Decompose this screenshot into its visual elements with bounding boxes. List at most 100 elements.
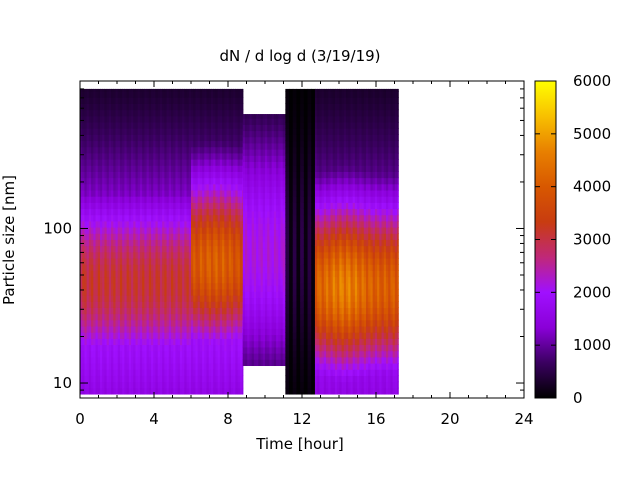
heatmap-cell — [224, 183, 228, 191]
heatmap-cell — [317, 319, 320, 327]
heatmap-cell — [233, 264, 236, 271]
heatmap-cell — [269, 173, 273, 181]
heatmap-cell — [80, 251, 83, 259]
heatmap-cell — [265, 155, 268, 163]
heatmap-cell — [197, 325, 201, 333]
heatmap-cell — [193, 220, 197, 228]
heatmap-cell — [106, 270, 110, 278]
heatmap-cell — [213, 140, 217, 148]
heatmap-cell — [119, 171, 123, 179]
heatmap-cell — [82, 189, 86, 197]
heatmap-cell — [95, 295, 99, 302]
heatmap-cell — [292, 276, 298, 284]
heatmap-cell — [144, 381, 148, 389]
heatmap-cell — [113, 338, 117, 346]
heatmap-cell — [242, 301, 244, 308]
heatmap-cell — [311, 177, 316, 185]
heatmap-cell — [237, 115, 241, 123]
heatmap-cell — [182, 196, 185, 203]
heatmap-cell — [182, 97, 185, 104]
heatmap-cell — [122, 270, 125, 278]
heatmap-cell — [135, 245, 139, 253]
heatmap-cell — [193, 282, 197, 290]
heatmap-cell — [108, 177, 112, 185]
heatmap-cell — [296, 214, 301, 222]
heatmap-cell — [239, 208, 243, 216]
heatmap-cell — [80, 344, 83, 352]
heatmap-cell — [230, 369, 234, 376]
heatmap-cell — [311, 214, 316, 222]
heatmap-cell — [117, 295, 121, 302]
heatmap-cell — [204, 375, 208, 383]
heatmap-cell — [80, 233, 83, 240]
heatmap-cell — [292, 134, 298, 142]
heatmap-cell — [285, 183, 290, 191]
heatmap-cell — [219, 121, 223, 129]
heatmap-cell — [175, 282, 179, 290]
heatmap-cell — [91, 165, 94, 172]
heatmap-cell — [177, 227, 181, 234]
heatmap-cell — [171, 307, 174, 315]
heatmap-cell — [124, 208, 128, 216]
heatmap-cell — [230, 140, 234, 148]
heatmap-cell — [184, 288, 188, 296]
heatmap-cell — [148, 140, 152, 148]
heatmap-cell — [230, 239, 234, 247]
heatmap-cell — [175, 134, 179, 142]
heatmap-cell — [219, 325, 223, 333]
heatmap-cell — [82, 171, 86, 179]
heatmap-cell — [239, 140, 243, 148]
heatmap-cell — [182, 239, 185, 247]
heatmap-cell — [245, 315, 248, 323]
heatmap-cell — [230, 375, 234, 383]
heatmap-cell — [292, 227, 298, 234]
heatmap-cell — [265, 229, 268, 237]
heatmap-cell — [108, 159, 112, 166]
heatmap-cell — [191, 350, 194, 358]
heatmap-cell — [133, 319, 137, 327]
heatmap-cell — [235, 97, 239, 104]
heatmap-cell — [303, 189, 309, 197]
heatmap-cell — [173, 214, 177, 222]
heatmap-cell — [239, 146, 243, 154]
heatmap-cell — [93, 109, 97, 117]
heatmap-cell — [117, 165, 121, 172]
heatmap-cell — [267, 241, 271, 249]
heatmap-cell — [208, 319, 212, 327]
heatmap-cell — [124, 276, 128, 284]
heatmap-cell — [224, 307, 228, 315]
heatmap-cell — [296, 202, 301, 210]
heatmap-cell — [307, 276, 312, 284]
heatmap-cell — [142, 177, 145, 185]
heatmap-cell — [228, 356, 232, 364]
heatmap-cell — [126, 202, 130, 210]
heatmap-cell — [102, 115, 106, 123]
heatmap-cell — [191, 109, 194, 117]
heatmap-cell — [276, 285, 279, 292]
heatmap-cell — [273, 198, 277, 206]
heatmap-cell — [124, 128, 128, 135]
heatmap-cell — [88, 369, 92, 376]
heatmap-cell — [242, 319, 244, 327]
heatmap-cell — [285, 134, 290, 142]
heatmap-cell — [262, 155, 266, 163]
heatmap-cell — [155, 152, 159, 160]
heatmap-cell — [126, 140, 130, 148]
heatmap-cell — [222, 121, 225, 129]
heatmap-cell — [260, 328, 264, 336]
heatmap-cell — [113, 103, 117, 111]
heatmap-cell — [265, 297, 268, 305]
heatmap-cell — [289, 97, 294, 104]
heatmap-cell — [151, 214, 154, 222]
heatmap-cell — [226, 227, 230, 234]
heatmap-cell — [237, 196, 241, 203]
heatmap-cell — [273, 229, 277, 237]
heatmap-cell — [157, 159, 161, 166]
heatmap-cell — [179, 332, 183, 339]
heatmap-cell — [179, 97, 183, 104]
heatmap-cell — [258, 192, 262, 200]
heatmap-cell — [111, 301, 114, 308]
heatmap-cell — [104, 189, 108, 197]
heatmap-cell — [184, 276, 188, 284]
heatmap-cell — [135, 115, 139, 123]
